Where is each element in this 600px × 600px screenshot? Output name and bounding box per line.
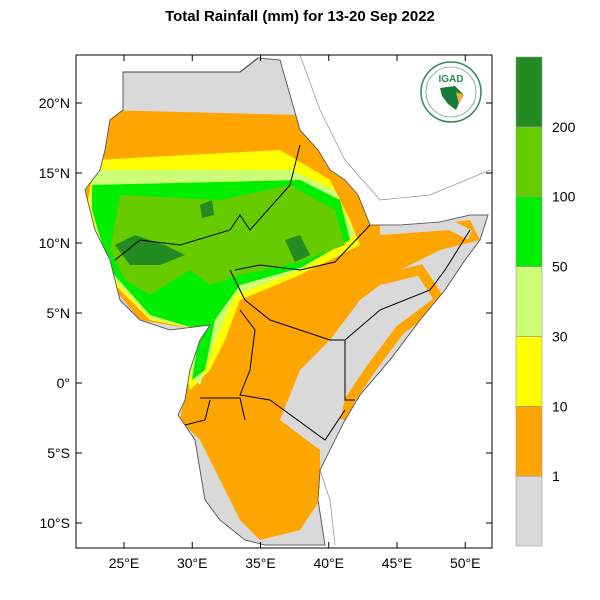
lat-tick-label: 15°N bbox=[39, 165, 70, 181]
colorbar-bin bbox=[515, 405, 543, 477]
lon-tick-label: 40°E bbox=[313, 555, 344, 571]
map-area bbox=[76, 55, 492, 548]
colorbar-bin bbox=[515, 266, 543, 337]
lon-tick-label: 35°E bbox=[245, 555, 276, 571]
lat-tick-label: 5°N bbox=[47, 305, 71, 321]
colorbar: 1 10 30 50 100 200 bbox=[515, 56, 576, 547]
igad-logo-icon: IGAD bbox=[420, 61, 482, 123]
rain-100-200mm bbox=[110, 185, 345, 295]
lon-tick-label: 30°E bbox=[177, 555, 208, 571]
lat-tick-label: 10°S bbox=[39, 515, 70, 531]
colorbar-bin bbox=[515, 336, 543, 407]
colorbar-bin bbox=[515, 475, 543, 547]
colorbar-label: 1 bbox=[552, 468, 560, 484]
lat-tick-label: 0° bbox=[57, 375, 70, 391]
outside-border-lines bbox=[299, 55, 491, 201]
colorbar-label: 200 bbox=[552, 119, 576, 135]
map-frame bbox=[75, 54, 493, 549]
lat-tick-label: 10°N bbox=[39, 235, 70, 251]
logo-text: IGAD bbox=[439, 74, 464, 85]
lat-tick-label: 5°S bbox=[47, 445, 70, 461]
colorbar-bin bbox=[515, 196, 543, 267]
lon-tick-label: 45°E bbox=[382, 555, 413, 571]
colorbar-bin bbox=[515, 56, 543, 128]
colorbar-label: 50 bbox=[552, 259, 568, 275]
lon-tick-label: 50°E bbox=[450, 555, 481, 571]
rain-over-200mm bbox=[115, 235, 185, 265]
lon-tick-label: 25°E bbox=[109, 555, 140, 571]
colorbar-bin bbox=[515, 126, 543, 198]
map-title: Total Rainfall (mm) for 13-20 Sep 2022 bbox=[165, 8, 435, 25]
lat-tick-label: 20°N bbox=[39, 95, 70, 111]
colorbar-label: 100 bbox=[552, 189, 576, 205]
colorbar-label: 30 bbox=[552, 328, 568, 344]
colorbar-label: 10 bbox=[552, 398, 568, 414]
